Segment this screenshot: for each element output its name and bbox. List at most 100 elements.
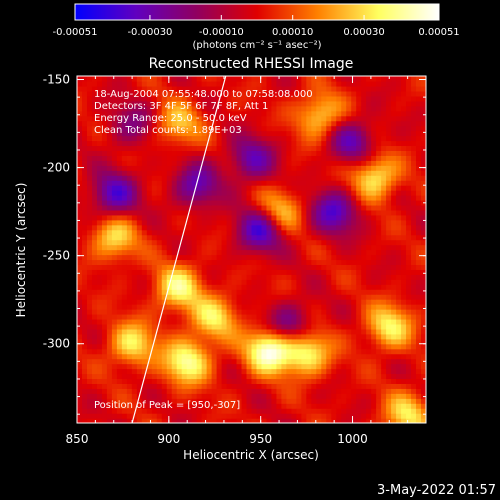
heatmap-pixel	[361, 140, 367, 147]
heatmap-pixel	[91, 199, 98, 206]
heatmap-pixel	[206, 100, 213, 107]
heatmap-pixel	[176, 398, 183, 404]
heatmap-pixel	[211, 398, 218, 404]
heatmap-pixel	[176, 224, 183, 231]
heatmap-pixel	[146, 194, 153, 201]
heatmap-pixel	[356, 413, 362, 419]
heatmap-pixel	[256, 383, 263, 389]
heatmap-pixel	[116, 90, 123, 97]
heatmap-pixel	[216, 199, 223, 206]
heatmap-pixel	[111, 279, 118, 285]
heatmap-pixel	[331, 358, 337, 365]
heatmap-pixel	[96, 393, 103, 399]
heatmap-pixel	[186, 299, 193, 305]
heatmap-pixel	[106, 418, 113, 423]
heatmap-pixel	[326, 333, 332, 340]
heatmap-pixel	[326, 85, 332, 92]
heatmap-pixel	[386, 308, 392, 315]
heatmap-pixel	[141, 363, 148, 370]
heatmap-pixel	[146, 378, 153, 384]
heatmap-pixel	[141, 155, 148, 161]
heatmap-pixel	[136, 304, 143, 310]
heatmap-pixel	[186, 333, 193, 340]
heatmap-pixel	[136, 308, 143, 315]
heatmap-pixel	[341, 383, 347, 389]
heatmap-pixel	[241, 318, 248, 325]
heatmap-pixel	[331, 95, 337, 102]
heatmap-pixel	[286, 313, 292, 320]
heatmap-pixel	[141, 279, 148, 285]
heatmap-pixel	[276, 85, 283, 92]
heatmap-pixel	[231, 90, 238, 97]
heatmap-pixel	[236, 85, 243, 92]
heatmap-pixel	[406, 160, 412, 166]
heatmap-pixel	[226, 343, 233, 350]
heatmap-pixel	[77, 368, 83, 375]
heatmap-pixel	[386, 328, 392, 335]
heatmap-pixel	[116, 308, 123, 315]
heatmap-pixel	[261, 219, 268, 226]
heatmap-pixel	[346, 165, 352, 171]
heatmap-pixel	[386, 279, 392, 285]
heatmap-pixel	[181, 115, 188, 122]
heatmap-pixel	[136, 383, 143, 389]
heatmap-pixel	[356, 145, 362, 151]
heatmap-pixel	[146, 413, 153, 419]
heatmap-pixel	[341, 95, 347, 102]
heatmap-pixel	[226, 194, 233, 201]
heatmap-pixel	[181, 299, 188, 305]
heatmap-pixel	[216, 398, 223, 404]
heatmap-pixel	[236, 378, 243, 384]
heatmap-pixel	[346, 333, 352, 340]
heatmap-pixel	[396, 418, 402, 423]
heatmap-pixel	[321, 348, 327, 355]
heatmap-pixel	[96, 199, 103, 206]
heatmap-pixel	[166, 383, 173, 389]
heatmap-pixel	[421, 150, 426, 156]
heatmap-pixel	[411, 269, 417, 275]
heatmap-pixel	[381, 408, 387, 414]
heatmap-pixel	[271, 388, 278, 394]
heatmap-pixel	[216, 145, 223, 151]
heatmap-pixel	[301, 194, 307, 201]
heatmap-pixel	[261, 284, 268, 290]
heatmap-pixel	[176, 204, 183, 211]
heatmap-pixel	[286, 378, 292, 384]
heatmap-pixel	[261, 259, 268, 266]
heatmap-pixel	[101, 175, 108, 181]
heatmap-pixel	[301, 85, 307, 92]
heatmap-pixel	[251, 413, 258, 419]
heatmap-pixel	[91, 348, 98, 355]
heatmap-pixel	[276, 259, 283, 266]
heatmap-pixel	[256, 398, 263, 404]
heatmap-pixel	[81, 343, 88, 350]
heatmap-pixel	[281, 408, 288, 414]
heatmap-pixel	[141, 214, 148, 221]
heatmap-pixel	[141, 150, 148, 156]
heatmap-pixel	[136, 274, 143, 280]
heatmap-pixel	[281, 343, 288, 350]
heatmap-pixel	[186, 388, 193, 394]
heatmap-pixel	[131, 348, 138, 355]
heatmap-pixel	[356, 115, 362, 122]
heatmap-pixel	[181, 338, 188, 345]
heatmap-pixel	[411, 294, 417, 300]
heatmap-pixel	[251, 378, 258, 384]
heatmap-pixel	[216, 353, 223, 360]
heatmap-pixel	[236, 284, 243, 290]
heatmap-pixel	[396, 304, 402, 310]
heatmap-pixel	[101, 76, 108, 82]
heatmap-pixel	[216, 115, 223, 122]
heatmap-pixel	[321, 199, 327, 206]
heatmap-pixel	[291, 199, 297, 206]
heatmap-pixel	[81, 363, 88, 370]
heatmap-pixel	[191, 289, 198, 295]
heatmap-pixel	[336, 165, 342, 171]
heatmap-pixel	[161, 284, 168, 290]
heatmap-pixel	[376, 175, 382, 181]
heatmap-pixel	[376, 85, 382, 92]
heatmap-pixel	[421, 363, 426, 370]
heatmap-pixel	[136, 284, 143, 290]
heatmap-pixel	[311, 110, 317, 117]
heatmap-pixel	[77, 308, 83, 315]
